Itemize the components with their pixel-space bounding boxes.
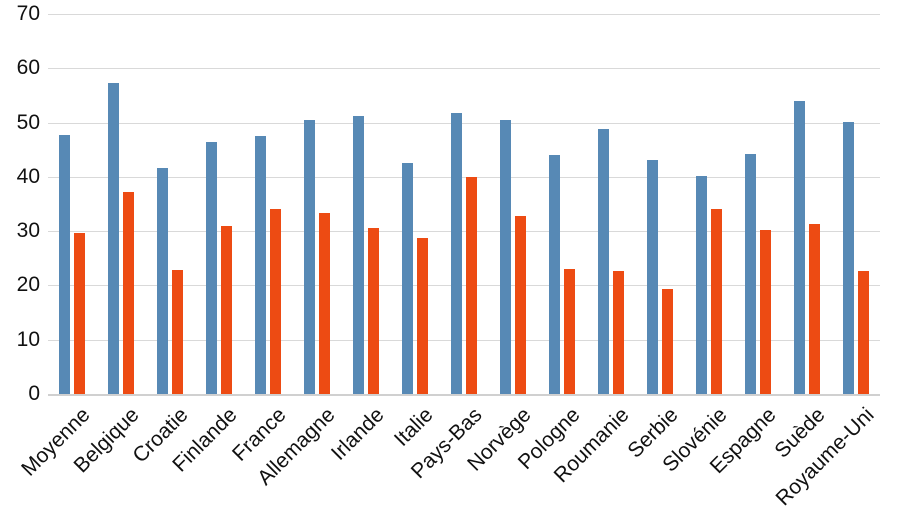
- bar-serie-orange: [319, 212, 331, 394]
- bar-serie-bleue: [548, 155, 560, 394]
- bar-group: [831, 14, 880, 394]
- bar-serie-orange: [759, 229, 771, 394]
- bar-serie-bleue: [402, 163, 414, 394]
- bar-group: [733, 14, 782, 394]
- bar-serie-orange: [808, 223, 820, 394]
- bar-serie-bleue: [108, 82, 120, 394]
- bar-group: [440, 14, 489, 394]
- bar-group: [684, 14, 733, 394]
- bar-serie-orange: [368, 228, 380, 394]
- y-gridline: [48, 68, 880, 69]
- bar-serie-bleue: [499, 119, 511, 394]
- bar-group: [48, 14, 97, 394]
- y-axis-tick-label: 70: [16, 2, 40, 25]
- y-axis-tick-label: 10: [16, 328, 40, 351]
- bar-group: [586, 14, 635, 394]
- bar-serie-bleue: [304, 119, 316, 394]
- bar-serie-orange: [172, 270, 184, 394]
- bar-group: [293, 14, 342, 394]
- y-axis-tick-label: 40: [16, 165, 40, 188]
- bar-group: [635, 14, 684, 394]
- bar-serie-orange: [857, 271, 869, 394]
- bar-group: [146, 14, 195, 394]
- bar-serie-orange: [74, 232, 86, 394]
- bar-group: [244, 14, 293, 394]
- x-axis-category-label: Irlande: [326, 403, 389, 465]
- y-axis-tick-label: 20: [16, 273, 40, 296]
- bar-serie-bleue: [744, 153, 756, 394]
- y-gridline: [48, 285, 880, 286]
- bar-serie-orange: [270, 208, 282, 394]
- bar-serie-orange: [563, 268, 575, 394]
- y-gridline: [48, 14, 880, 15]
- bar-group: [391, 14, 440, 394]
- bar-serie-orange: [465, 176, 477, 394]
- bar-group: [537, 14, 586, 394]
- bar-serie-orange: [417, 238, 429, 394]
- x-axis-line: [48, 394, 880, 396]
- bar-serie-bleue: [793, 100, 805, 394]
- bar-serie-bleue: [646, 160, 658, 394]
- bar-serie-bleue: [353, 116, 365, 394]
- bar-serie-bleue: [255, 136, 267, 394]
- bar-serie-orange: [221, 226, 233, 394]
- y-gridline: [48, 340, 880, 341]
- y-axis-tick-label: 50: [16, 111, 40, 134]
- bar-serie-bleue: [842, 122, 854, 394]
- bar-serie-orange: [123, 191, 135, 394]
- bar-group: [195, 14, 244, 394]
- bar-serie-bleue: [450, 113, 462, 394]
- bar-group: [97, 14, 146, 394]
- y-gridline: [48, 177, 880, 178]
- y-gridline: [48, 123, 880, 124]
- bar-group: [488, 14, 537, 394]
- bar-serie-orange: [710, 209, 722, 394]
- bar-serie-bleue: [695, 175, 707, 394]
- y-axis-tick-label: 0: [28, 382, 40, 405]
- y-axis-tick-label: 30: [16, 219, 40, 242]
- bar-serie-orange: [661, 288, 673, 394]
- bar-serie-orange: [612, 271, 624, 394]
- bar-serie-bleue: [206, 141, 218, 394]
- bar-serie-bleue: [597, 129, 609, 394]
- bar-serie-bleue: [157, 168, 169, 394]
- bar-group: [342, 14, 391, 394]
- bar-serie-bleue: [59, 134, 71, 394]
- bar-group: [782, 14, 831, 394]
- bar-serie-orange: [514, 215, 526, 394]
- y-axis-tick-label: 60: [16, 56, 40, 79]
- y-gridline: [48, 231, 880, 232]
